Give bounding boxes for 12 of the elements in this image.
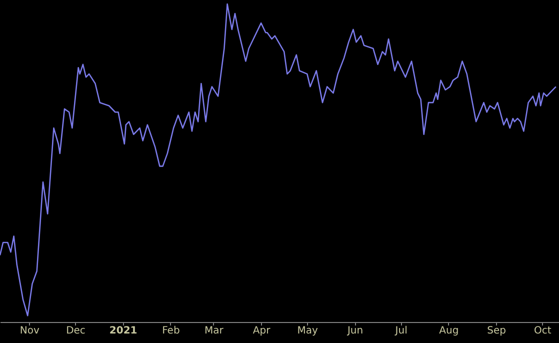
x-tick-label: Apr xyxy=(252,326,272,336)
x-tick-label: Aug xyxy=(439,326,459,336)
x-tick-label: Sep xyxy=(487,326,506,336)
x-tick-label: Dec xyxy=(66,326,86,336)
x-tick-label: Nov xyxy=(20,326,40,336)
x-tick-label: Oct xyxy=(534,326,552,336)
x-tick-label: Mar xyxy=(204,326,224,336)
x-tick-label: 2021 xyxy=(109,326,138,336)
x-tick-label: May xyxy=(297,326,318,336)
x-tick-label: Jun xyxy=(346,326,364,336)
x-tick-label: Feb xyxy=(162,326,180,336)
x-tick-label: Jul xyxy=(394,326,408,336)
